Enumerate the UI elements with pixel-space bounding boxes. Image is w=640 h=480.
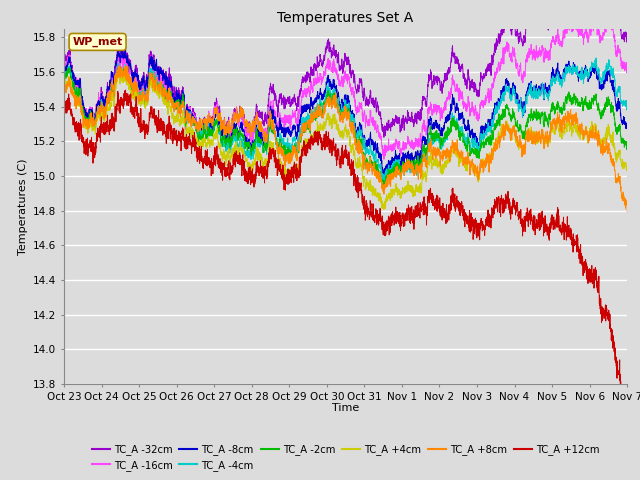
Line: TC_A +12cm: TC_A +12cm — [64, 90, 627, 413]
TC_A +12cm — [311, 136, 319, 142]
TC_A +12cm — [623, 410, 631, 416]
TC_A -8cm — [623, 124, 631, 130]
TC_A -32cm — [311, 62, 319, 68]
TC_A -16cm — [306, 88, 314, 94]
Text: WP_met: WP_met — [72, 37, 123, 47]
TC_A +8cm — [60, 91, 68, 97]
TC_A -4cm — [355, 134, 363, 140]
TC_A -2cm — [60, 74, 68, 80]
TC_A +8cm — [447, 149, 454, 155]
TC_A +12cm — [60, 116, 68, 121]
TC_A -16cm — [60, 67, 68, 72]
TC_A +12cm — [307, 139, 314, 145]
TC_A -2cm — [307, 128, 314, 134]
TC_A -32cm — [60, 62, 68, 68]
TC_A -2cm — [122, 64, 129, 70]
TC_A -8cm — [60, 69, 68, 75]
TC_A -2cm — [380, 186, 388, 192]
TC_A -32cm — [623, 37, 631, 43]
TC_A -2cm — [422, 151, 430, 157]
TC_A -16cm — [380, 156, 388, 162]
TC_A +8cm — [132, 82, 140, 88]
TC_A -8cm — [132, 72, 140, 77]
TC_A -32cm — [447, 60, 454, 65]
TC_A +8cm — [422, 158, 430, 164]
TC_A -32cm — [306, 75, 314, 81]
TC_A -2cm — [132, 88, 140, 94]
Title: Temperatures Set A: Temperatures Set A — [278, 11, 413, 25]
TC_A -16cm — [447, 88, 454, 94]
TC_A -8cm — [307, 110, 314, 116]
TC_A -4cm — [306, 120, 314, 125]
TC_A +4cm — [447, 151, 454, 156]
Y-axis label: Temperatures (C): Temperatures (C) — [17, 158, 28, 255]
Legend: TC_A -32cm, TC_A -16cm, TC_A -8cm, TC_A -4cm, TC_A -2cm, TC_A +4cm, TC_A +8cm, T: TC_A -32cm, TC_A -16cm, TC_A -8cm, TC_A … — [92, 444, 600, 471]
Line: TC_A -16cm: TC_A -16cm — [64, 15, 627, 159]
TC_A +12cm — [122, 87, 129, 93]
Line: TC_A +8cm: TC_A +8cm — [64, 66, 627, 212]
TC_A -4cm — [623, 107, 631, 113]
Line: TC_A -8cm: TC_A -8cm — [64, 48, 627, 175]
TC_A +8cm — [355, 151, 363, 157]
TC_A +12cm — [422, 204, 430, 210]
TC_A -2cm — [355, 143, 363, 149]
TC_A +8cm — [122, 63, 130, 69]
TC_A +4cm — [311, 129, 319, 135]
TC_A -2cm — [447, 126, 454, 132]
TC_A -2cm — [311, 111, 319, 117]
TC_A -4cm — [422, 157, 430, 163]
TC_A +4cm — [380, 206, 388, 212]
TC_A -2cm — [623, 143, 631, 148]
TC_A -16cm — [605, 12, 612, 18]
TC_A +12cm — [132, 103, 140, 108]
TC_A +4cm — [132, 89, 140, 95]
X-axis label: Time: Time — [332, 403, 359, 413]
TC_A -4cm — [132, 81, 140, 87]
TC_A -8cm — [122, 45, 129, 50]
Line: TC_A -32cm: TC_A -32cm — [64, 0, 627, 137]
TC_A -8cm — [422, 142, 430, 147]
TC_A +8cm — [623, 209, 631, 215]
TC_A +12cm — [355, 188, 363, 194]
TC_A -4cm — [60, 72, 68, 78]
TC_A +4cm — [60, 84, 68, 89]
TC_A +4cm — [122, 70, 129, 75]
TC_A -8cm — [380, 172, 388, 178]
TC_A +8cm — [307, 122, 314, 128]
Line: TC_A +4cm: TC_A +4cm — [64, 72, 627, 209]
TC_A -4cm — [447, 123, 454, 129]
TC_A -32cm — [422, 102, 430, 108]
Line: TC_A -4cm: TC_A -4cm — [64, 58, 627, 182]
TC_A +4cm — [422, 179, 430, 184]
TC_A -16cm — [355, 106, 363, 112]
TC_A +4cm — [307, 144, 314, 150]
TC_A +4cm — [623, 163, 631, 169]
TC_A -4cm — [592, 55, 600, 61]
TC_A -16cm — [311, 81, 319, 86]
TC_A -32cm — [380, 134, 388, 140]
TC_A -8cm — [355, 127, 363, 132]
TC_A -4cm — [311, 107, 319, 113]
TC_A +12cm — [447, 207, 454, 213]
TC_A -16cm — [132, 76, 140, 82]
TC_A -16cm — [422, 126, 430, 132]
TC_A -4cm — [380, 180, 388, 185]
TC_A -32cm — [132, 64, 140, 70]
TC_A -8cm — [311, 96, 319, 101]
TC_A +8cm — [311, 110, 319, 116]
Line: TC_A -2cm: TC_A -2cm — [64, 67, 627, 189]
TC_A -8cm — [447, 107, 454, 113]
TC_A +4cm — [355, 164, 363, 169]
TC_A -16cm — [623, 70, 631, 76]
TC_A -32cm — [355, 89, 363, 95]
